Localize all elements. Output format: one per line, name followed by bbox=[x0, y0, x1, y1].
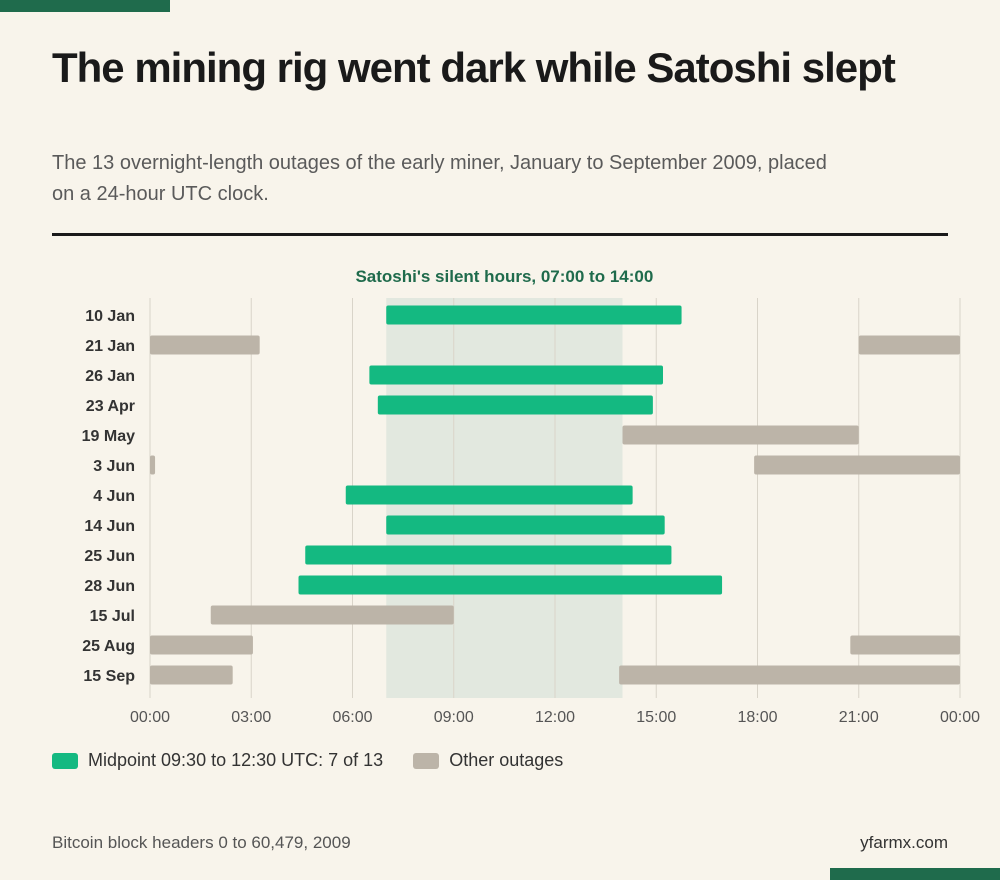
row-label: 19 May bbox=[82, 428, 135, 445]
row-label: 4 Jun bbox=[93, 488, 135, 505]
outage-bar-other bbox=[150, 665, 233, 685]
x-tick-label: 09:00 bbox=[434, 709, 474, 726]
page-title: The mining rig went dark while Satoshi s… bbox=[52, 44, 896, 91]
x-tick-label: 06:00 bbox=[332, 709, 372, 726]
x-tick-label: 00:00 bbox=[940, 709, 980, 726]
x-tick-label: 15:00 bbox=[636, 709, 676, 726]
outage-bar-highlight bbox=[345, 485, 633, 505]
outage-bar-highlight bbox=[386, 305, 682, 325]
row-label: 21 Jan bbox=[85, 338, 135, 355]
legend-swatch-other bbox=[413, 752, 440, 769]
source-note: Bitcoin block headers 0 to 60,479, 2009 bbox=[52, 833, 351, 852]
row-label: 10 Jan bbox=[85, 308, 135, 325]
outage-bar-other bbox=[622, 425, 859, 445]
outage-bar-other bbox=[210, 605, 454, 625]
page-subtitle: The 13 overnight-length outages of the e… bbox=[52, 152, 827, 205]
row-label: 14 Jun bbox=[84, 518, 135, 535]
outage-bar-highlight bbox=[377, 395, 653, 415]
row-label: 23 Apr bbox=[86, 398, 135, 415]
legend-label-highlight: Midpoint 09:30 to 12:30 UTC: 7 of 13 bbox=[88, 750, 384, 770]
outage-bar-other bbox=[619, 665, 960, 685]
row-label: 25 Jun bbox=[84, 548, 135, 565]
title-divider bbox=[52, 233, 948, 236]
x-tick-label: 18:00 bbox=[737, 709, 777, 726]
outage-bar-other bbox=[754, 455, 960, 475]
x-tick-label: 03:00 bbox=[231, 709, 271, 726]
outage-bar-highlight bbox=[305, 545, 672, 565]
legend-item-other: Other outages bbox=[413, 750, 563, 771]
x-tick-label: 21:00 bbox=[839, 709, 879, 726]
outage-bar-other bbox=[850, 635, 960, 655]
brand-label: yfarmx.com bbox=[860, 833, 948, 852]
legend-swatch-highlight bbox=[52, 752, 78, 769]
outage-bar-highlight bbox=[298, 575, 723, 595]
row-label: 28 Jun bbox=[84, 578, 135, 595]
bottom-accent-bar bbox=[830, 868, 1000, 880]
legend-label-other: Other outages bbox=[449, 750, 564, 770]
outage-bar-other bbox=[150, 635, 253, 655]
row-label: 25 Aug bbox=[82, 638, 135, 655]
chart-legend: Midpoint 09:30 to 12:30 UTC: 7 of 13 Oth… bbox=[52, 750, 593, 771]
row-label: 15 Sep bbox=[83, 668, 135, 685]
x-tick-label: 12:00 bbox=[535, 709, 575, 726]
x-tick-label: 00:00 bbox=[130, 709, 170, 726]
outage-bar-highlight bbox=[369, 365, 663, 385]
outage-bar-other bbox=[150, 455, 156, 475]
outage-bar-other bbox=[150, 335, 260, 355]
legend-item-highlight: Midpoint 09:30 to 12:30 UTC: 7 of 13 bbox=[52, 750, 383, 771]
silent-hours-label: Satoshi's silent hours, 07:00 to 14:00 bbox=[355, 267, 653, 286]
row-label: 26 Jan bbox=[85, 368, 135, 385]
top-accent-bar bbox=[0, 0, 170, 12]
outage-timeline-chart: Satoshi's silent hours, 07:00 to 14:00 1… bbox=[82, 267, 980, 726]
row-label: 15 Jul bbox=[90, 608, 135, 625]
outage-bar-highlight bbox=[386, 515, 665, 535]
row-label: 3 Jun bbox=[93, 458, 135, 475]
outage-bar-other bbox=[858, 335, 960, 355]
